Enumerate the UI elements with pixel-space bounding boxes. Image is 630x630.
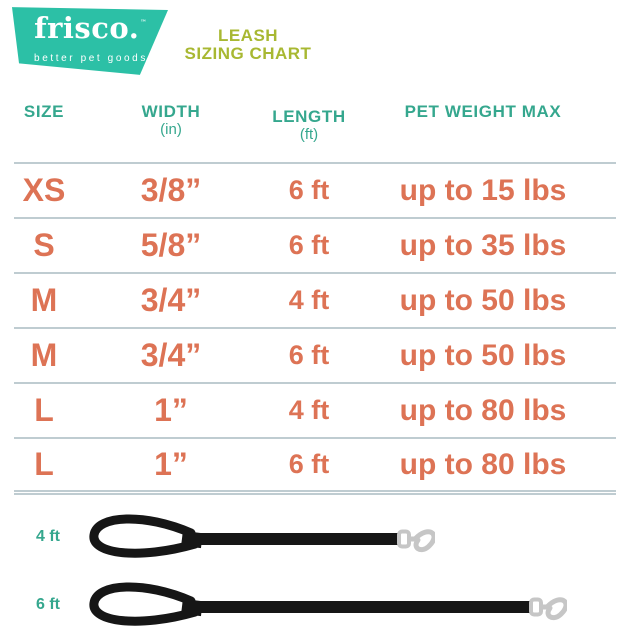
header-size: SIZE xyxy=(14,95,74,162)
brand-tagline: better pet goods xyxy=(34,53,148,64)
table-row: M 3/4” 6 ft up to 50 lbs xyxy=(14,327,616,382)
cell-width: 3/8” xyxy=(140,172,202,208)
leash-row-6ft: 6 ft xyxy=(14,569,616,630)
brand-text: frisco. xyxy=(34,11,140,45)
header-weight: PET WEIGHT MAX xyxy=(350,95,616,162)
cell-weight: up to 80 lbs xyxy=(399,393,567,427)
header-length-label: LENGTH xyxy=(272,107,346,126)
cell-weight: up to 80 lbs xyxy=(399,447,567,481)
table-header-row: SIZE WIDTH (in) LENGTH (ft) PET WEIGHT M… xyxy=(14,95,616,162)
cell-width: 5/8” xyxy=(140,227,202,263)
leash-illustration-4ft-icon xyxy=(89,514,435,558)
frisco-logo: frisco.™ better pet goods xyxy=(12,7,168,75)
cell-width: 3/4” xyxy=(140,337,202,373)
header-length: LENGTH (ft) xyxy=(268,95,350,162)
header-length-sub: (ft) xyxy=(299,126,319,143)
leash-label-4ft: 4 ft xyxy=(36,528,60,545)
cell-width: 1” xyxy=(154,392,188,428)
cell-width: 3/4” xyxy=(140,282,202,318)
sizing-table: SIZE WIDTH (in) LENGTH (ft) PET WEIGHT M… xyxy=(14,95,616,492)
cell-weight: up to 50 lbs xyxy=(399,283,567,317)
cell-size: M xyxy=(30,337,58,373)
cell-weight: up to 50 lbs xyxy=(399,338,567,372)
leash-row-4ft: 4 ft xyxy=(14,505,616,569)
page-title-line2: SIZING CHART xyxy=(184,44,312,63)
page-title: LEASH SIZING CHART xyxy=(173,27,323,63)
cell-length: 6 ft xyxy=(288,230,330,260)
leash-illustration-6ft-icon xyxy=(89,582,567,626)
page-title-line1: LEASH xyxy=(217,26,279,45)
header-width-sub: (in) xyxy=(160,121,182,138)
brand-name: frisco.™ xyxy=(34,14,146,51)
cell-weight: up to 35 lbs xyxy=(399,228,567,262)
table-row: L 1” 6 ft up to 80 lbs xyxy=(14,437,616,492)
cell-size: S xyxy=(33,227,55,263)
header-width: WIDTH (in) xyxy=(74,95,268,162)
cell-weight: up to 15 lbs xyxy=(399,173,567,207)
table-row: XS 3/8” 6 ft up to 15 lbs xyxy=(14,162,616,217)
cell-size: XS xyxy=(22,172,66,208)
header-width-label: WIDTH xyxy=(141,102,201,121)
cell-length: 6 ft xyxy=(288,340,330,370)
table-row: L 1” 4 ft up to 80 lbs xyxy=(14,382,616,437)
leash-label-6ft: 6 ft xyxy=(36,596,60,613)
cell-size: M xyxy=(30,282,58,318)
cell-size: L xyxy=(34,446,54,482)
cell-length: 6 ft xyxy=(288,175,330,205)
cell-length: 4 ft xyxy=(288,285,330,315)
cell-width: 1” xyxy=(154,446,188,482)
trademark-symbol: ™ xyxy=(140,19,147,26)
table-row: M 3/4” 4 ft up to 50 lbs xyxy=(14,272,616,327)
header-size-label: SIZE xyxy=(23,102,65,121)
table-row: S 5/8” 6 ft up to 35 lbs xyxy=(14,217,616,272)
cell-size: L xyxy=(34,392,54,428)
leash-length-legend: 4 ft 6 ft xyxy=(14,493,616,630)
cell-length: 6 ft xyxy=(288,449,330,479)
header-weight-label: PET WEIGHT MAX xyxy=(404,102,562,121)
cell-length: 4 ft xyxy=(288,395,330,425)
